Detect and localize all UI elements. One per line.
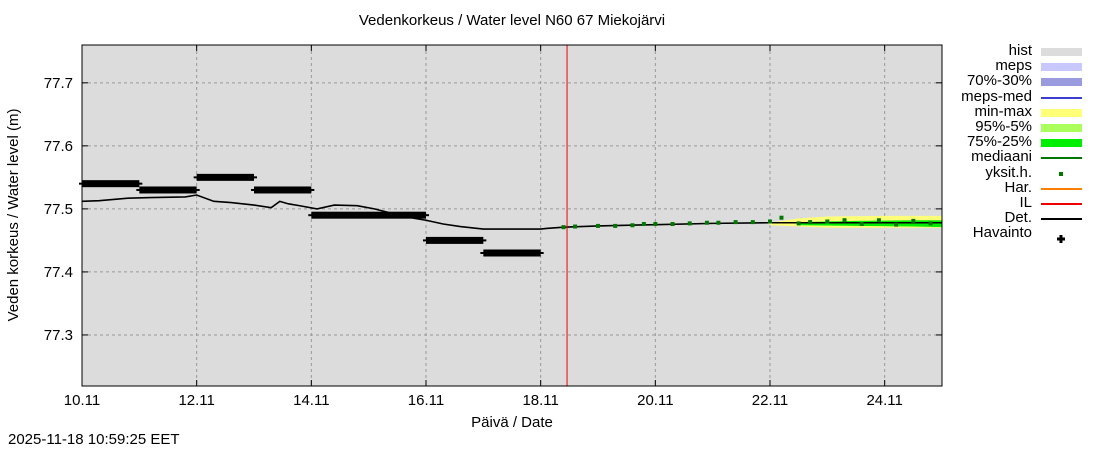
legend-swatch-icon [1041, 124, 1082, 132]
y-tick-label: 77.3 [44, 327, 73, 344]
x-tick-label: 22.11 [752, 392, 788, 409]
legend-label: IL [1019, 194, 1032, 211]
legend-swatch-icon [1057, 230, 1065, 244]
legend-swatch-icon [1041, 48, 1082, 56]
y-tick-label: 77.5 [44, 201, 73, 218]
legend-item: mediaani [950, 148, 1100, 166]
y-tick-label: 77.7 [44, 75, 73, 92]
plot-background [82, 45, 942, 386]
legend-item: meps-med [950, 87, 1100, 105]
gridlines [82, 45, 942, 386]
legend-swatch-icon [1041, 157, 1082, 160]
legend-swatch-icon [1059, 171, 1063, 176]
x-tick-label: 18.11 [522, 392, 558, 409]
legend-label: yksit.h. [985, 163, 1032, 181]
axis-ticks: 10.11 12.11 14.11 16.11 18.11 20.11 22.11 24.11… [44, 45, 942, 409]
ensemble-points [561, 215, 933, 230]
legend-item: IL [950, 194, 1100, 211]
x-tick-label: 20.11 [637, 392, 673, 409]
legend-swatch-icon [1041, 96, 1082, 99]
legend-item: 95%-5% [950, 118, 1100, 135]
legend-item: Det. [950, 209, 1100, 227]
legend-item: hist [950, 42, 1100, 59]
x-tick-label: 14.11 [293, 392, 329, 409]
y-tick-label: 77.6 [44, 138, 73, 155]
legend-item: 70%-30% [950, 72, 1100, 90]
x-axis-label: Päivä / Date [471, 414, 553, 431]
legend-label: Havainto [972, 224, 1032, 242]
y-tick-label: 77.4 [44, 264, 73, 281]
legend-label: 70%-30% [966, 72, 1032, 90]
legend-label: min-max [974, 102, 1032, 120]
legend-swatch-icon [1041, 63, 1082, 72]
timestamp: 2025-11-18 10:59:25 EET [8, 431, 180, 448]
x-tick-label: 12.11 [178, 392, 214, 409]
legend-swatch-icon [1041, 187, 1082, 190]
x-tick-label: 16.11 [408, 392, 444, 409]
legend-swatch-icon [1041, 78, 1082, 87]
legend-item: meps [950, 57, 1100, 75]
legend-label: Det. [1004, 209, 1032, 227]
legend-label: Har. [1004, 178, 1032, 196]
y-axis-label: Veden korkeus / Water level (m) [5, 109, 22, 322]
legend-label: hist [1008, 42, 1032, 59]
legend-item: Har. [950, 178, 1100, 196]
legend-label: mediaani [971, 148, 1032, 166]
x-tick-label: 24.11 [866, 392, 902, 409]
legend-swatch-icon [1041, 203, 1082, 205]
plot-frame [81, 44, 943, 387]
legend-label: meps [995, 57, 1032, 75]
legend-label: 75%-25% [966, 133, 1032, 151]
legend-item: yksit.h. [950, 163, 1100, 181]
legend-swatch-icon [1041, 108, 1082, 117]
x-tick-label: 10.11 [64, 392, 100, 409]
legend-item: 75%-25% [950, 133, 1100, 151]
legend-label: 95%-5% [975, 118, 1032, 135]
legend-swatch-icon [1041, 139, 1082, 148]
legend-label: meps-med [961, 87, 1032, 105]
legend-swatch-icon [1041, 218, 1082, 221]
legend-item: Havainto [950, 224, 1100, 244]
legend-item: min-max [950, 102, 1100, 120]
chart-title: Vedenkorkeus / Water level N60 67 Miekoj… [358, 12, 666, 29]
